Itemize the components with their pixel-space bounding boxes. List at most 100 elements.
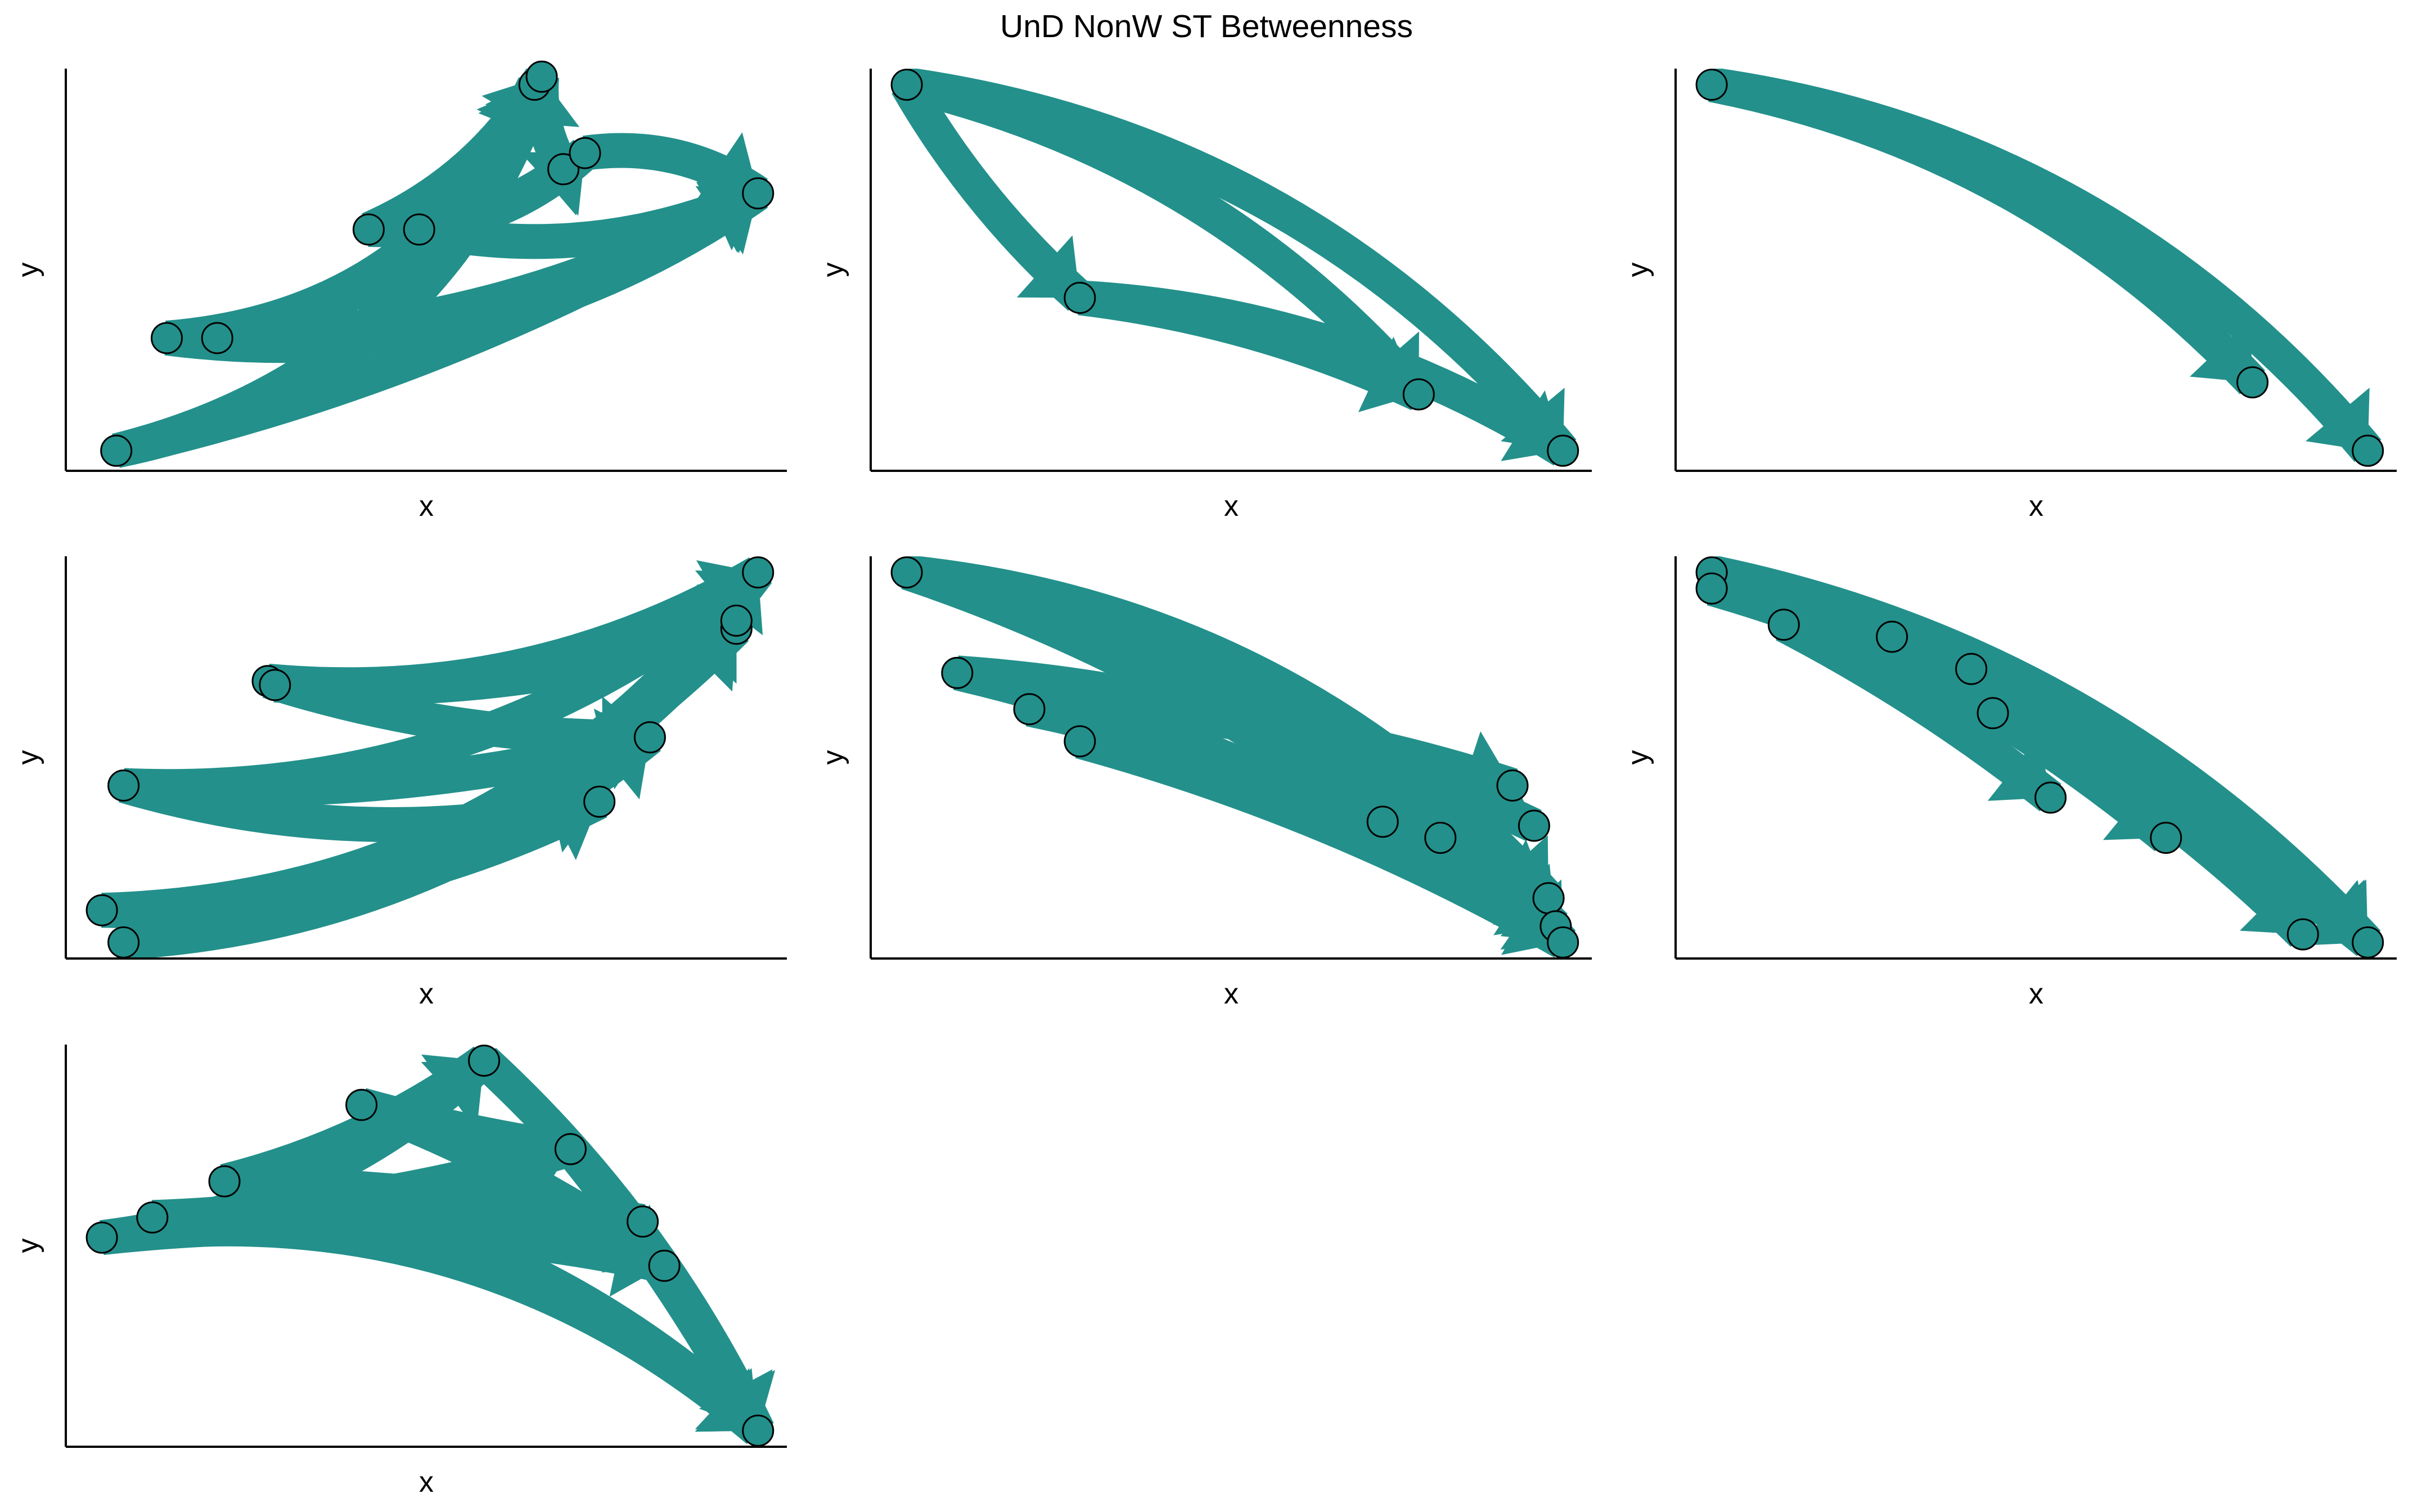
node-4 (1547, 434, 1579, 467)
arrowhead-3 (1016, 235, 1080, 298)
nodes (85, 1045, 775, 1447)
node-10 (742, 177, 775, 210)
node-1 (85, 1221, 118, 1254)
node-4 (345, 1088, 378, 1121)
node-2 (107, 926, 140, 958)
node-2 (1695, 572, 1728, 605)
arrowhead-10 (1493, 865, 1556, 935)
y-axis-label: y (817, 263, 849, 277)
y-axis-label: y (12, 750, 44, 765)
x-axis-label: x (1224, 978, 1239, 1010)
y-axis-label: y (12, 263, 44, 277)
panel-2: xy (817, 69, 1592, 523)
node-6 (583, 785, 616, 818)
edge-10 (121, 609, 750, 958)
node-8 (648, 1249, 681, 1282)
node-7 (627, 1205, 659, 1238)
panel-1: xy (12, 60, 787, 523)
y-axis-label: y (1622, 750, 1654, 765)
arrowhead-4 (1501, 390, 1563, 461)
edges (901, 556, 1576, 958)
y-axis-label: y (817, 750, 849, 765)
node-7 (1496, 770, 1529, 802)
x-axis-label: x (419, 1466, 434, 1498)
y-axis-label: y (12, 1239, 44, 1253)
node-6 (554, 1133, 587, 1166)
node-2 (136, 1201, 169, 1234)
edge-13 (165, 77, 551, 356)
nodes (100, 60, 775, 467)
edge-10 (1025, 692, 1565, 941)
x-axis-label: x (419, 978, 434, 1010)
edges (99, 1046, 776, 1444)
nodes (1695, 69, 2384, 467)
panel-3: xy (1622, 69, 2397, 523)
node-3 (1402, 378, 1435, 411)
node-5 (403, 213, 435, 246)
edges (101, 557, 772, 958)
panel-6: xy (1622, 556, 2397, 1010)
edge-6 (1705, 556, 2177, 852)
panel-7: xy (12, 1045, 787, 1498)
node-7 (633, 721, 666, 754)
node-2 (2236, 366, 2269, 399)
node-3 (1013, 693, 1046, 726)
node-8 (1518, 809, 1550, 842)
node-1 (1695, 69, 1728, 101)
nodes (1695, 556, 2384, 958)
edge-11 (901, 556, 1393, 836)
node-7 (525, 60, 558, 93)
y-axis-label: y (1622, 263, 1654, 277)
nodes (890, 69, 1579, 467)
edge-5 (1078, 280, 1426, 411)
node-7 (2034, 781, 2067, 814)
node-9 (720, 604, 753, 637)
node-8 (2150, 822, 2182, 854)
node-6 (1424, 822, 1457, 854)
x-axis-label: x (419, 490, 434, 523)
node-1 (85, 894, 118, 926)
node-8 (547, 153, 580, 186)
arrowhead-11 (1320, 760, 1383, 827)
node-4 (1064, 725, 1096, 758)
nodes (890, 556, 1579, 958)
arrowhead-11 (695, 132, 758, 201)
arrowhead-2 (2190, 319, 2253, 382)
node-9 (569, 137, 601, 169)
node-6 (1977, 697, 2009, 730)
node-3 (201, 322, 233, 354)
edge-2 (902, 69, 1432, 406)
node-2 (941, 656, 974, 689)
node-4 (352, 213, 385, 246)
arrowhead-1 (2306, 388, 2370, 451)
node-3 (1767, 609, 1800, 641)
panel-4: xy (12, 556, 787, 1010)
arrowhead-12 (593, 708, 650, 790)
edge-8 (1986, 697, 2379, 956)
node-11 (1547, 926, 1579, 958)
node-2 (1064, 282, 1096, 314)
edges (1708, 69, 2382, 462)
node-3 (107, 770, 140, 802)
x-axis-label: x (2029, 978, 2043, 1010)
node-5 (1366, 806, 1399, 838)
node-9 (2286, 918, 2319, 951)
edges (1705, 556, 2381, 956)
panel-5: xy (817, 556, 1592, 1010)
node-5 (259, 669, 291, 701)
node-10 (742, 556, 775, 589)
node-1 (100, 434, 133, 467)
node-4 (1876, 620, 1908, 653)
node-10 (2352, 926, 2384, 958)
arrowhead-11 (421, 1060, 484, 1123)
edge-10 (557, 1138, 774, 1439)
nodes (85, 556, 775, 958)
node-3 (208, 1165, 241, 1198)
arrowhead-8 (2304, 880, 2368, 946)
arrowhead-12 (517, 1101, 571, 1184)
node-1 (890, 69, 923, 101)
x-axis-label: x (1224, 490, 1239, 523)
edge-2 (1708, 69, 2266, 395)
